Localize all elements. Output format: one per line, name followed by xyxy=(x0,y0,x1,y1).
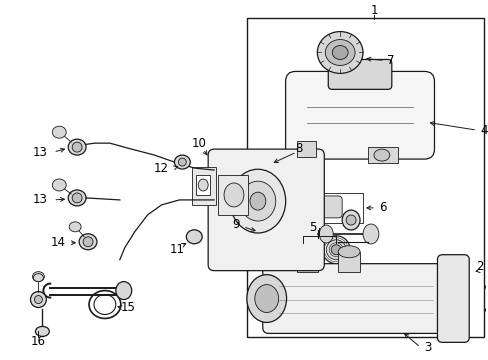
Ellipse shape xyxy=(72,193,82,203)
Text: 15: 15 xyxy=(120,301,135,314)
Text: 4: 4 xyxy=(479,124,487,137)
Ellipse shape xyxy=(35,327,49,336)
Text: 12: 12 xyxy=(154,162,169,175)
Ellipse shape xyxy=(230,169,285,233)
Text: 13: 13 xyxy=(33,145,48,159)
Bar xyxy=(218,175,247,215)
Text: 5: 5 xyxy=(308,221,315,234)
FancyBboxPatch shape xyxy=(262,264,457,333)
Ellipse shape xyxy=(373,149,389,161)
FancyBboxPatch shape xyxy=(327,59,391,89)
FancyBboxPatch shape xyxy=(274,196,312,218)
Ellipse shape xyxy=(72,142,82,152)
Text: 2: 2 xyxy=(475,260,483,273)
Bar xyxy=(246,18,483,337)
Ellipse shape xyxy=(362,224,378,244)
Ellipse shape xyxy=(186,230,202,244)
Ellipse shape xyxy=(440,287,468,310)
Bar xyxy=(273,193,362,223)
Ellipse shape xyxy=(293,240,313,260)
Text: 7: 7 xyxy=(386,54,394,67)
Ellipse shape xyxy=(298,245,308,255)
Ellipse shape xyxy=(254,285,278,312)
Ellipse shape xyxy=(116,282,131,300)
Ellipse shape xyxy=(224,183,244,207)
Bar xyxy=(367,147,397,163)
Text: 13: 13 xyxy=(33,193,48,206)
Text: 6: 6 xyxy=(378,201,386,215)
Ellipse shape xyxy=(289,236,317,264)
Text: 16: 16 xyxy=(31,335,46,348)
FancyBboxPatch shape xyxy=(304,196,342,218)
Ellipse shape xyxy=(319,225,332,243)
Ellipse shape xyxy=(296,246,318,258)
Bar xyxy=(196,175,210,195)
Ellipse shape xyxy=(34,296,42,303)
FancyBboxPatch shape xyxy=(208,149,324,271)
Text: 3: 3 xyxy=(423,341,430,354)
Ellipse shape xyxy=(174,155,190,169)
Ellipse shape xyxy=(30,292,46,307)
Ellipse shape xyxy=(317,32,362,73)
Ellipse shape xyxy=(83,237,93,247)
Text: 1: 1 xyxy=(369,4,377,17)
Ellipse shape xyxy=(68,190,86,206)
Ellipse shape xyxy=(346,215,355,225)
Ellipse shape xyxy=(249,192,265,210)
Ellipse shape xyxy=(52,126,66,138)
Ellipse shape xyxy=(52,179,66,191)
Ellipse shape xyxy=(33,274,43,282)
Ellipse shape xyxy=(32,272,44,282)
Ellipse shape xyxy=(79,234,97,250)
Ellipse shape xyxy=(69,222,81,232)
Ellipse shape xyxy=(331,45,347,59)
Text: 10: 10 xyxy=(191,137,206,150)
Ellipse shape xyxy=(325,40,354,66)
Ellipse shape xyxy=(325,240,346,260)
FancyBboxPatch shape xyxy=(437,255,468,342)
Bar xyxy=(296,252,318,272)
Text: 9: 9 xyxy=(232,218,239,231)
Text: 14: 14 xyxy=(51,236,65,249)
FancyBboxPatch shape xyxy=(285,71,434,159)
Ellipse shape xyxy=(246,275,286,323)
Ellipse shape xyxy=(338,246,359,258)
Ellipse shape xyxy=(342,210,359,230)
Ellipse shape xyxy=(198,179,208,191)
Ellipse shape xyxy=(240,181,275,221)
Text: 11: 11 xyxy=(169,243,184,256)
Ellipse shape xyxy=(330,245,341,255)
Bar xyxy=(338,252,359,272)
Ellipse shape xyxy=(178,158,186,166)
Bar xyxy=(296,141,316,157)
Ellipse shape xyxy=(322,236,349,264)
Bar xyxy=(192,167,216,205)
Text: 8: 8 xyxy=(294,141,302,155)
Ellipse shape xyxy=(68,139,86,155)
